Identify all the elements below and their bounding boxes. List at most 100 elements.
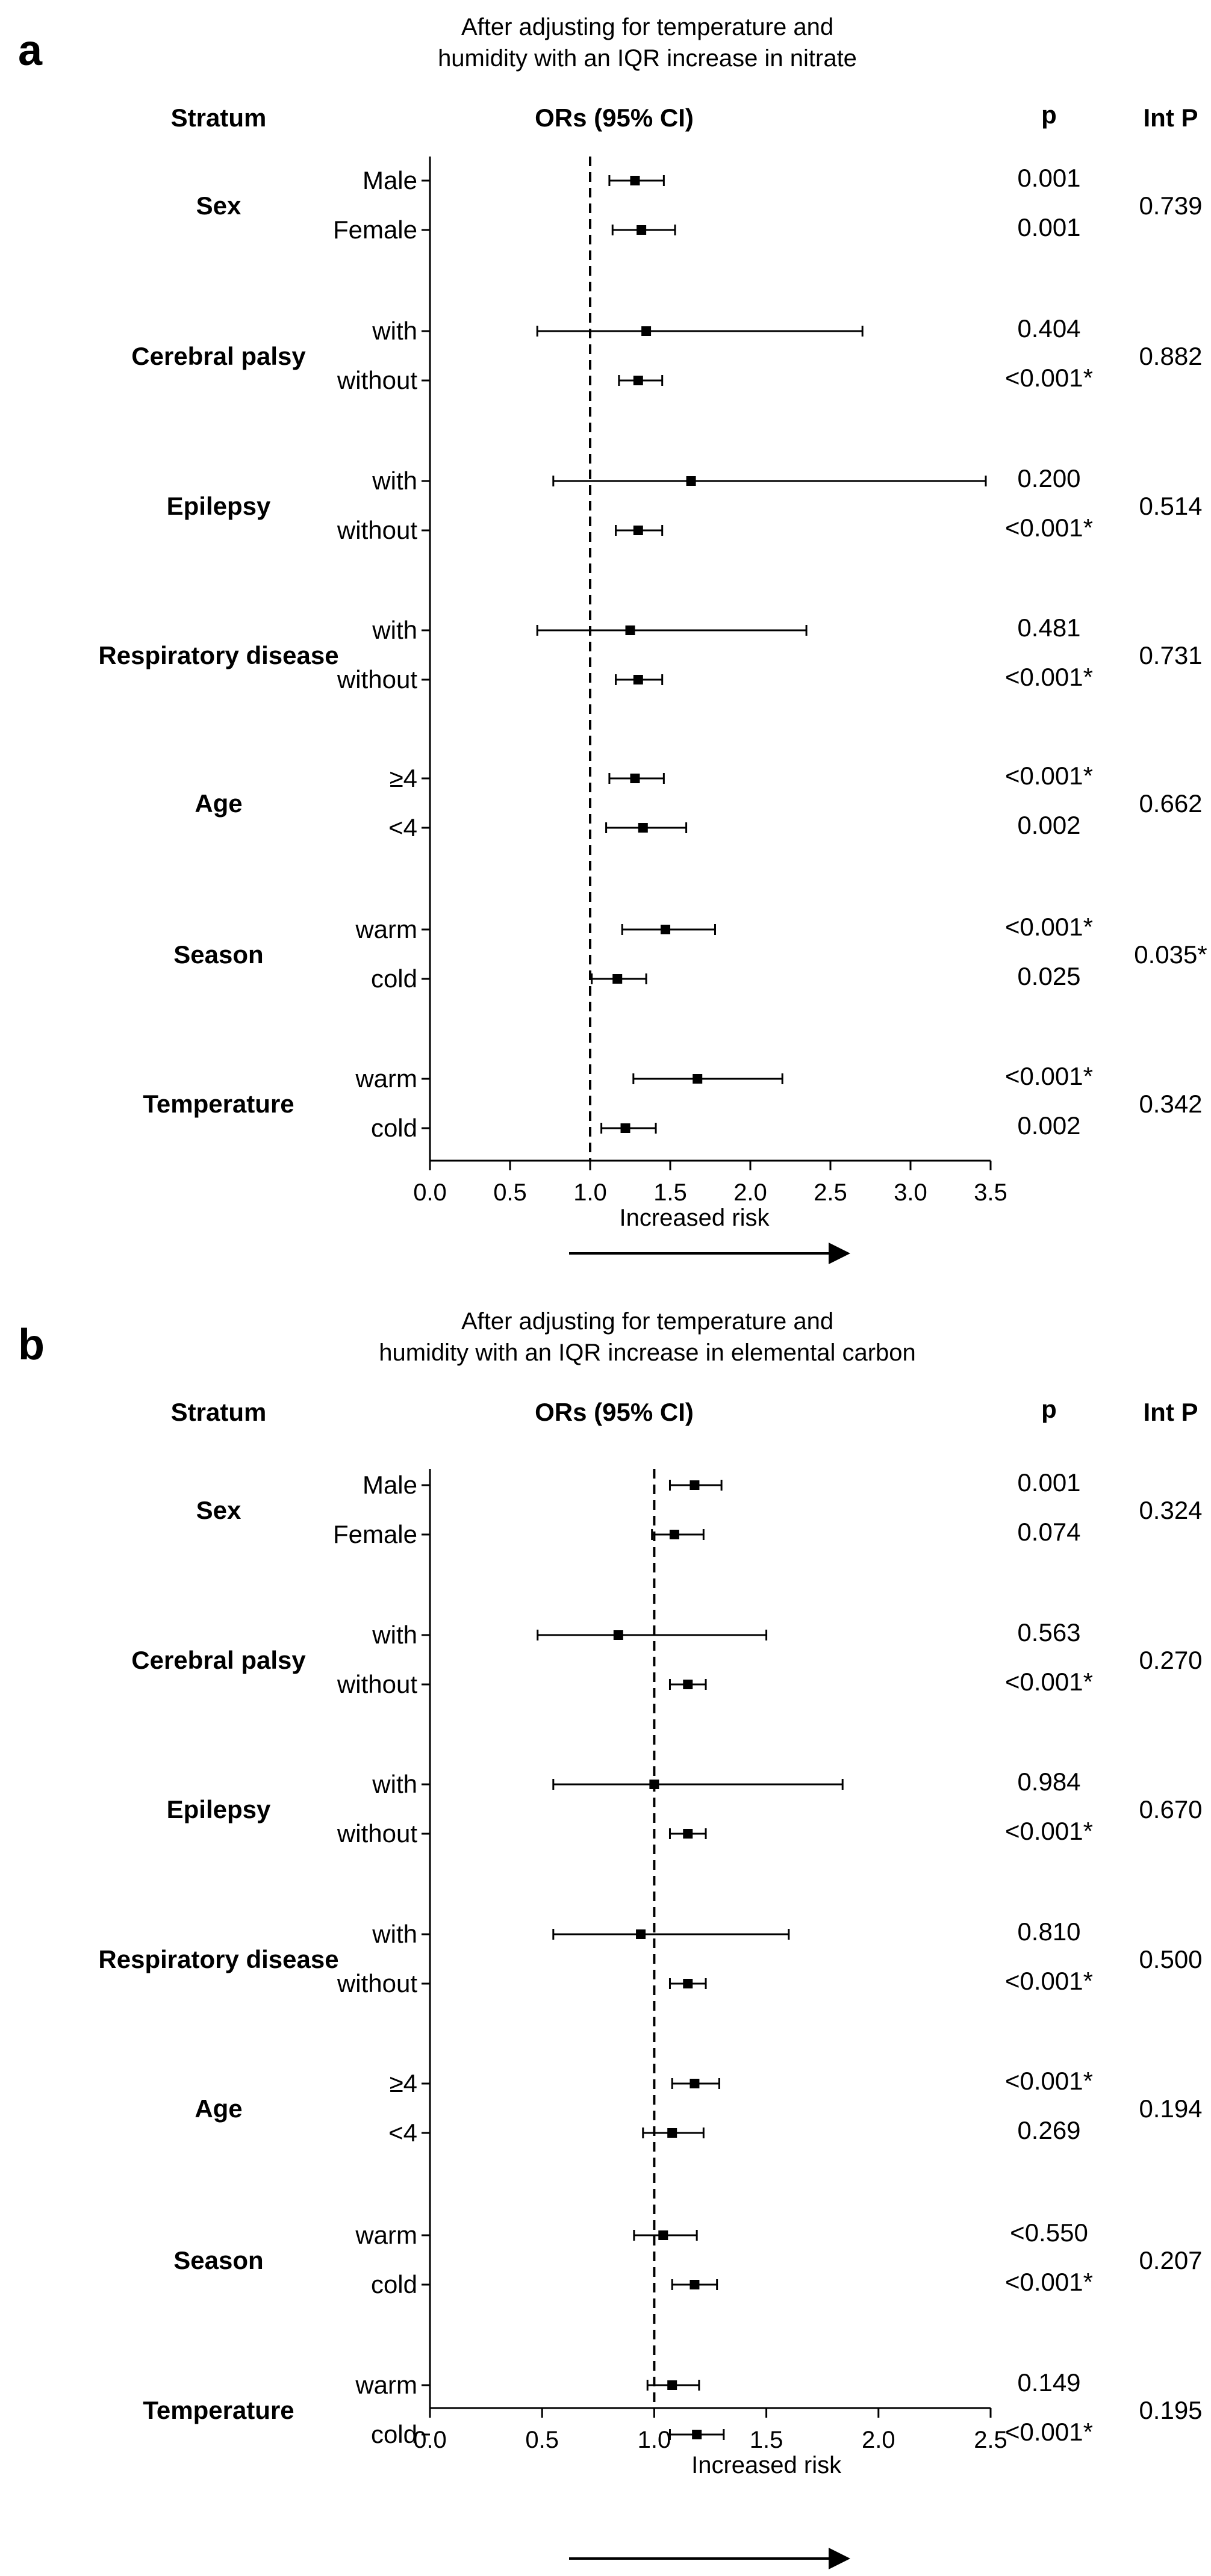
stratum-label: Cerebral palsy xyxy=(131,1646,306,1674)
row-label: warm xyxy=(355,915,417,943)
header-p: p xyxy=(1041,101,1057,129)
panel-label: a xyxy=(18,26,43,75)
odds-ratio-point xyxy=(612,974,623,984)
p-value: 0.200 xyxy=(1017,464,1080,492)
p-value: 0.810 xyxy=(1017,1917,1080,1946)
header-p: p xyxy=(1041,1395,1057,1423)
header-ors: ORs (95% CI) xyxy=(535,104,694,132)
row-label: without xyxy=(337,1969,417,1997)
panel-title-line: humidity with an IQR increase in nitrate xyxy=(438,45,857,72)
row-label: cold xyxy=(371,2420,417,2448)
odds-ratio-point xyxy=(690,2280,700,2289)
p-value: 0.001 xyxy=(1017,213,1080,241)
p-value: 0.025 xyxy=(1017,962,1080,990)
p-value: <0.001* xyxy=(1005,663,1093,691)
odds-ratio-point xyxy=(690,1480,700,1490)
odds-ratio-point xyxy=(667,2128,677,2138)
row-label: <4 xyxy=(388,813,417,842)
p-value: <0.001* xyxy=(1005,514,1093,542)
x-tick-label: 1.5 xyxy=(750,2427,783,2453)
row-label: <4 xyxy=(388,2118,417,2147)
row-label: with xyxy=(372,317,417,345)
increased-risk-arrow-head xyxy=(829,2548,850,2569)
x-tick-label: 3.5 xyxy=(974,1179,1007,1206)
interaction-p-value: 0.500 xyxy=(1139,1945,1202,1973)
odds-ratio-point xyxy=(633,526,643,535)
stratum-label: Season xyxy=(173,940,263,969)
stratum-label: Temperature xyxy=(143,1090,294,1118)
interaction-p-value: 0.739 xyxy=(1139,191,1202,220)
stratum-label: Epilepsy xyxy=(167,1795,271,1823)
odds-ratio-point xyxy=(649,1780,659,1789)
stratum-label: Epilepsy xyxy=(167,492,271,520)
stratum-label: Season xyxy=(173,2246,263,2274)
row-label: without xyxy=(337,1670,417,1698)
p-value: <0.001* xyxy=(1005,762,1093,790)
row-label: cold xyxy=(371,964,417,993)
odds-ratio-point xyxy=(669,1530,679,1539)
odds-ratio-point xyxy=(636,1929,646,1939)
odds-ratio-point xyxy=(638,823,648,833)
interaction-p-value: 0.662 xyxy=(1139,789,1202,818)
interaction-p-value: 0.194 xyxy=(1139,2094,1202,2123)
p-value: <0.001* xyxy=(1005,1967,1093,1995)
row-label: cold xyxy=(371,2270,417,2298)
row-label: ≥4 xyxy=(390,2069,417,2097)
odds-ratio-point xyxy=(683,1979,693,1988)
x-axis-label: Increased risk xyxy=(620,1205,770,1231)
p-value: 0.001 xyxy=(1017,164,1080,192)
x-tick-label: 3.0 xyxy=(894,1179,927,1206)
p-value: <0.001* xyxy=(1005,2268,1093,2296)
interaction-p-value: 0.195 xyxy=(1139,2396,1202,2424)
p-value: 0.149 xyxy=(1017,2368,1080,2397)
odds-ratio-point xyxy=(693,1074,703,1084)
p-value: <0.001* xyxy=(1005,364,1093,392)
odds-ratio-point xyxy=(683,1680,693,1689)
header-stratum: Stratum xyxy=(171,1398,267,1426)
header-int-p: Int P xyxy=(1144,104,1198,132)
x-tick-label: 0.5 xyxy=(525,2427,559,2453)
row-label: without xyxy=(337,665,417,694)
row-label: warm xyxy=(355,2221,417,2249)
x-tick-label: 2.0 xyxy=(733,1179,767,1206)
p-value: <0.001* xyxy=(1005,1817,1093,1845)
odds-ratio-point xyxy=(667,2380,677,2390)
p-value: <0.550 xyxy=(1010,2218,1088,2247)
odds-ratio-point xyxy=(690,2079,700,2088)
interaction-p-value: 0.207 xyxy=(1139,2246,1202,2274)
x-tick-label: 2.5 xyxy=(974,2427,1007,2453)
row-label: warm xyxy=(355,2371,417,2399)
odds-ratio-point xyxy=(661,925,671,934)
p-value: 0.563 xyxy=(1017,1618,1080,1646)
header-int-p: Int P xyxy=(1144,1398,1198,1426)
row-label: Male xyxy=(363,166,417,194)
interaction-p-value: 0.514 xyxy=(1139,492,1202,520)
p-value: <0.001* xyxy=(1005,1668,1093,1696)
x-tick-label: 0.0 xyxy=(413,2427,447,2453)
odds-ratio-point xyxy=(620,1123,630,1133)
increased-risk-arrow-head xyxy=(829,1243,850,1264)
stratum-label: Cerebral palsy xyxy=(131,342,306,370)
p-value: <0.001* xyxy=(1005,913,1093,941)
interaction-p-value: 0.342 xyxy=(1139,1090,1202,1118)
p-value: <0.001* xyxy=(1005,2418,1093,2446)
p-value: 0.404 xyxy=(1017,314,1080,343)
p-value: 0.001 xyxy=(1017,1468,1080,1497)
odds-ratio-point xyxy=(630,774,640,783)
interaction-p-value: 0.270 xyxy=(1139,1646,1202,1674)
row-label: Female xyxy=(333,1520,417,1548)
header-ors: ORs (95% CI) xyxy=(535,1398,694,1426)
odds-ratio-point xyxy=(625,625,635,635)
odds-ratio-point xyxy=(630,176,640,185)
interaction-p-value: 0.670 xyxy=(1139,1795,1202,1823)
row-label: warm xyxy=(355,1064,417,1093)
row-label: with xyxy=(372,1770,417,1798)
p-value: <0.001* xyxy=(1005,1062,1093,1090)
row-label: Male xyxy=(363,1471,417,1499)
odds-ratio-point xyxy=(633,376,643,385)
odds-ratio-point xyxy=(686,476,696,486)
stratum-label: Respiratory disease xyxy=(98,641,338,669)
row-label: with xyxy=(372,467,417,495)
row-label: cold xyxy=(371,1114,417,1142)
x-tick-label: 1.0 xyxy=(573,1179,607,1206)
